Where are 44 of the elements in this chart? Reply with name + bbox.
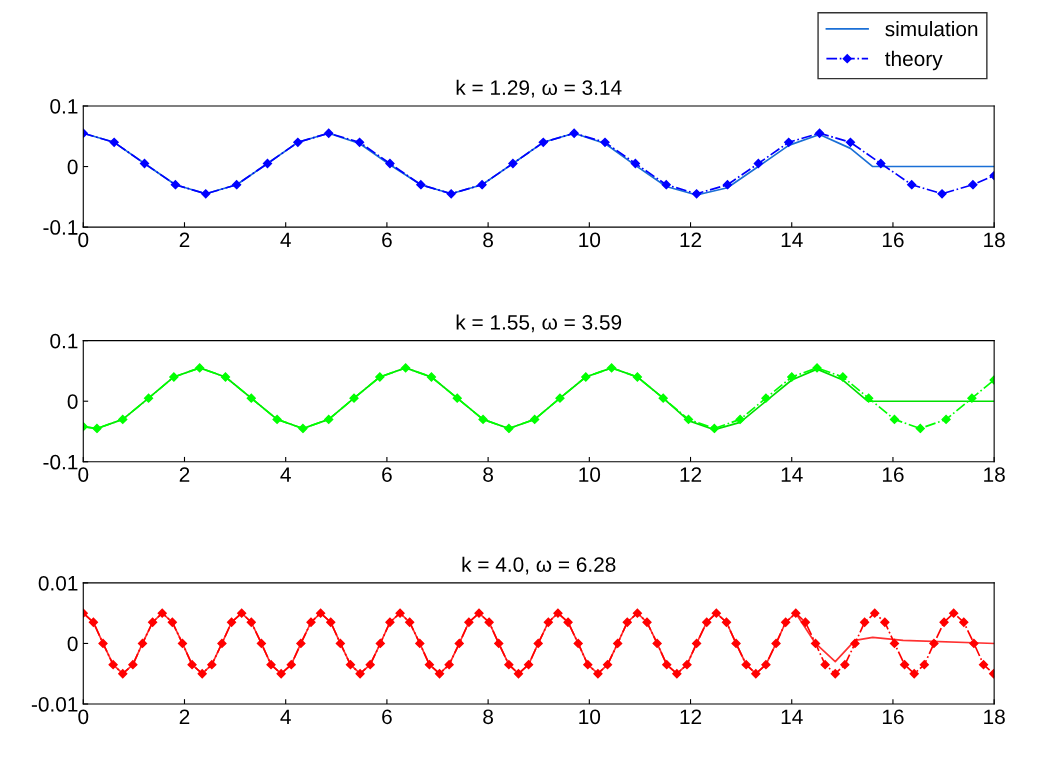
x-tick-label: 6 xyxy=(382,232,392,248)
x-tick-label: 10 xyxy=(579,709,601,725)
x-tick-label: 8 xyxy=(483,232,493,248)
chart-title: k = 4.0, ω = 6.28 xyxy=(462,556,616,575)
legend-label: theory xyxy=(885,50,943,71)
x-tick-label: 0 xyxy=(78,232,89,248)
x-tick-label: 4 xyxy=(280,232,291,248)
x-tick-label: 8 xyxy=(483,467,493,482)
x-tick-label: 16 xyxy=(882,709,904,725)
x-tick-label: 6 xyxy=(382,709,392,725)
x-tick-label: 16 xyxy=(882,467,904,482)
y-tick-label: 0.1 xyxy=(50,98,78,114)
x-tick-label: 14 xyxy=(781,709,803,724)
x-tick-label: 0 xyxy=(78,467,89,482)
x-tick-label: 12 xyxy=(680,232,702,248)
y-tick-label: -0.1 xyxy=(43,454,78,470)
x-tick-label: 0 xyxy=(78,709,89,725)
chart-title: k = 1.55, ω = 3.59 xyxy=(456,314,622,333)
y-tick-label: -0.01 xyxy=(31,697,78,712)
x-tick-label: 12 xyxy=(680,467,702,482)
x-tick-label: 10 xyxy=(579,467,601,482)
x-tick-label: 8 xyxy=(483,709,493,725)
x-tick-label: 2 xyxy=(179,232,190,248)
x-tick-label: 2 xyxy=(179,467,190,482)
x-tick-label: 4 xyxy=(280,709,291,724)
x-tick-label: 6 xyxy=(382,467,392,482)
chart-title: k = 1.29, ω = 3.14 xyxy=(456,79,622,98)
x-tick-label: 4 xyxy=(280,467,291,482)
x-tick-label: 12 xyxy=(680,709,702,724)
y-tick-label: 0 xyxy=(67,394,78,409)
y-tick-label: -0.1 xyxy=(43,220,78,235)
y-tick-label: 0.1 xyxy=(50,333,78,349)
x-tick-label: 18 xyxy=(984,232,1005,248)
x-tick-label: 10 xyxy=(579,232,601,248)
x-tick-label: 14 xyxy=(781,467,803,482)
y-tick-label: 0 xyxy=(67,159,78,175)
x-tick-label: 18 xyxy=(984,467,1005,482)
y-tick-label: 0 xyxy=(67,636,78,652)
x-tick-label: 2 xyxy=(179,709,190,724)
legend-label: simulation xyxy=(885,21,978,37)
y-tick-label: 0.01 xyxy=(38,575,78,591)
x-tick-label: 14 xyxy=(781,232,803,248)
x-tick-label: 18 xyxy=(984,709,1005,725)
x-tick-label: 16 xyxy=(882,232,904,248)
